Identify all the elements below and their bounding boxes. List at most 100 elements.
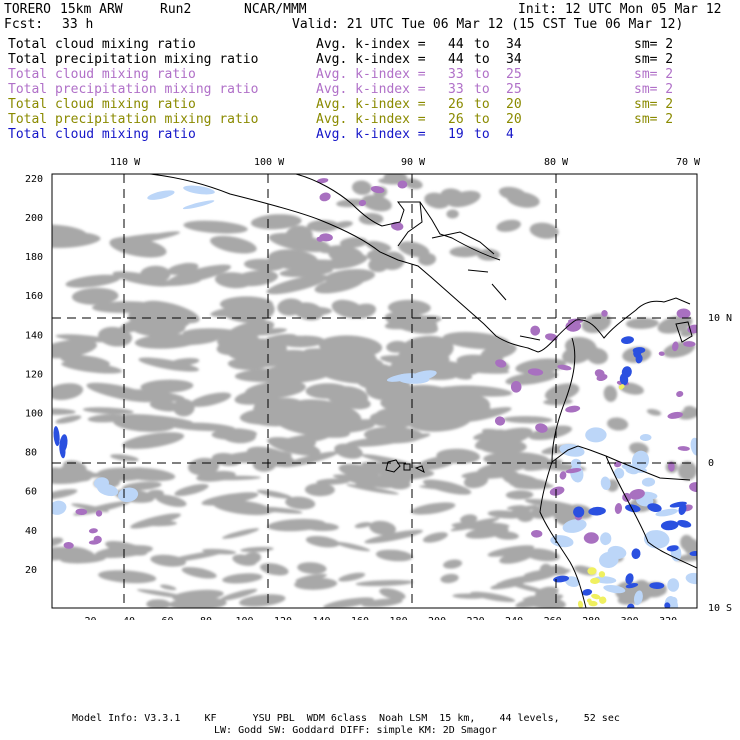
cloud-cell xyxy=(279,266,334,278)
heavy-precip-cell xyxy=(632,347,646,354)
cloud-cell xyxy=(434,362,468,376)
init-time: Init: 12 UTC Mon 05 Mar 12 xyxy=(518,2,722,17)
purple-cell xyxy=(319,233,333,242)
cloud-cell xyxy=(503,416,553,424)
cloud-cell xyxy=(188,457,220,476)
cloud-cell xyxy=(167,550,225,563)
cloud-cell xyxy=(365,375,411,401)
cloud-cell xyxy=(138,357,200,372)
cloud-cell xyxy=(378,178,403,185)
x-tick-label: 120 xyxy=(274,616,292,620)
heavy-precip-cell xyxy=(664,602,671,608)
cloud-cell xyxy=(234,368,308,383)
colombia-coast xyxy=(537,297,691,353)
cloud-cell xyxy=(110,454,139,462)
purple-cell xyxy=(565,468,582,474)
cloud-cell xyxy=(625,317,659,330)
legend-sm: sm= 2 xyxy=(634,112,674,127)
cloud-cell xyxy=(183,220,248,234)
cloud-cell xyxy=(487,545,535,557)
light-precip-cell xyxy=(562,519,587,533)
cloud-cell xyxy=(419,485,465,491)
cloud-cell xyxy=(446,209,459,219)
heavy-precip-cell xyxy=(582,589,593,596)
cloud-cell xyxy=(303,522,339,532)
legend-avg: Avg. k-index = xyxy=(316,82,426,97)
cloud-cell xyxy=(339,237,368,248)
purple-cell xyxy=(559,471,567,480)
cloud-cell xyxy=(410,502,456,515)
purple-cell xyxy=(689,482,697,493)
physics-info-line: LW: Godd SW: Goddard DIFF: simple KM: 2D… xyxy=(214,725,497,736)
cloud-cell xyxy=(361,598,403,608)
cloud-cell xyxy=(366,249,389,261)
purple-cell xyxy=(527,368,544,376)
cloud-cell xyxy=(354,522,372,529)
model-name: TORERO xyxy=(4,2,51,17)
cloud-cell xyxy=(384,315,442,330)
purple-cell xyxy=(601,310,608,317)
galapagos xyxy=(385,459,425,473)
x-tick-label: 160 xyxy=(351,616,369,620)
legend-from: 26 xyxy=(448,112,464,127)
legend-to-word: to xyxy=(474,52,490,67)
cloud-cell xyxy=(295,573,327,583)
purple-cell xyxy=(667,411,683,419)
x-tick-label: 280 xyxy=(582,616,600,620)
light-precip-cell xyxy=(398,375,430,384)
cloud-cell xyxy=(239,594,286,607)
cloud-cell xyxy=(675,553,697,562)
cloud-cell xyxy=(222,528,260,539)
cloud-cell xyxy=(181,567,217,579)
light-precip-cell xyxy=(667,578,680,592)
cloud-cell xyxy=(524,548,560,562)
purple-cell xyxy=(391,221,404,231)
legend-to: 25 xyxy=(506,82,522,97)
central-america-border xyxy=(397,201,541,341)
cloud-cell xyxy=(222,573,263,584)
light-precip-cell xyxy=(94,477,109,489)
cloud-cell xyxy=(358,213,384,225)
purple-cell xyxy=(494,416,506,426)
cloud-cell xyxy=(55,334,112,343)
heavy-precip-cell xyxy=(677,519,692,528)
cloud-cell xyxy=(361,461,429,475)
coastlines xyxy=(149,174,697,608)
cloud-cell xyxy=(513,483,554,490)
model-resolution: 15km ARW xyxy=(60,2,123,17)
cloud-cell xyxy=(149,400,181,412)
cloud-cell xyxy=(134,333,200,349)
cloud-cell xyxy=(334,541,371,552)
cloud-cell xyxy=(254,450,281,468)
cloud-cell xyxy=(167,262,199,275)
purple-cell xyxy=(658,351,665,356)
cloud-cell xyxy=(418,253,437,266)
legend-row: Total cloud mixing ratio Avg. k-index = 19… xyxy=(8,127,728,142)
cloud-cell xyxy=(450,517,500,532)
heavy-precip-cell xyxy=(660,520,679,531)
legend-avg: Avg. k-index = xyxy=(316,52,426,67)
y-tick-label: 20 xyxy=(25,565,37,576)
y-tick-label: 60 xyxy=(25,487,37,498)
light-precip-cell xyxy=(600,476,611,491)
cloud-cell xyxy=(530,504,561,519)
cloud-cell xyxy=(436,448,481,464)
cloud-cell xyxy=(55,415,82,424)
purple-cell xyxy=(676,308,691,319)
cloud-cell xyxy=(92,301,157,313)
legend-avg: Avg. k-index = xyxy=(316,97,426,112)
cloud-cell xyxy=(470,591,516,603)
mexico-coastline xyxy=(149,174,539,353)
legend-name: Total cloud mixing ratio xyxy=(8,97,196,112)
purple-cell xyxy=(95,510,103,517)
cloud-cell xyxy=(221,428,256,444)
heavy-precip-cell xyxy=(625,573,634,585)
cloud-cell xyxy=(203,475,261,481)
cloud-cell xyxy=(60,354,110,368)
cloud-cell xyxy=(326,386,369,407)
purple-cell xyxy=(549,486,565,496)
cloud-cell xyxy=(124,414,193,424)
cloud-cell xyxy=(285,496,316,510)
cloud-cell xyxy=(214,272,253,289)
cloud-cell xyxy=(487,510,524,519)
